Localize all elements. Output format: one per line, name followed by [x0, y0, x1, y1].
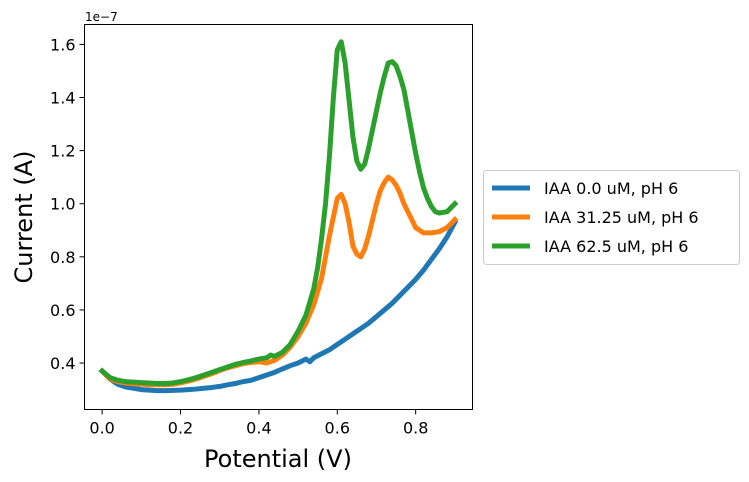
- x-tick-label: 0.4: [246, 419, 271, 438]
- legend-label: IAA 0.0 uM, pH 6: [544, 179, 678, 198]
- legend-label: IAA 62.5 uM, pH 6: [544, 237, 688, 256]
- y-tick-label: 0.4: [50, 354, 75, 373]
- y-offset-label: 1e−7: [85, 10, 118, 24]
- series-layer: [98, 39, 459, 394]
- x-axis-label: Potential (V): [204, 445, 352, 473]
- y-axis-label: Current (A): [10, 151, 38, 284]
- legend-frame: [483, 170, 740, 265]
- y-tick-label: 0.6: [50, 301, 75, 320]
- y-tick-label: 1.2: [50, 142, 75, 161]
- y-tick-label: 1.0: [50, 195, 75, 214]
- x-tick-label: 0.6: [325, 419, 350, 438]
- legend: IAA 0.0 uM, pH 6 IAA 31.25 uM, pH 6 IAA 62…: [483, 170, 740, 265]
- y-tick-label: 1.6: [50, 35, 75, 54]
- y-tick-label: 0.8: [50, 248, 75, 267]
- legend-label: IAA 31.25 uM, pH 6: [544, 208, 699, 227]
- series-line-1: [98, 218, 459, 394]
- y-tick-label: 1.4: [50, 89, 75, 108]
- x-axis-ticks: 0.0 0.2 0.4 0.6 0.8: [89, 409, 428, 438]
- y-axis-ticks: 0.4 0.6 0.8 1.0 1.2 1.4 1.6: [50, 35, 85, 373]
- x-tick-label: 0.0: [89, 419, 114, 438]
- plot-frame: [84, 24, 473, 410]
- x-tick-label: 0.8: [403, 419, 428, 438]
- series-line-3: [98, 39, 459, 386]
- x-tick-label: 0.2: [168, 419, 193, 438]
